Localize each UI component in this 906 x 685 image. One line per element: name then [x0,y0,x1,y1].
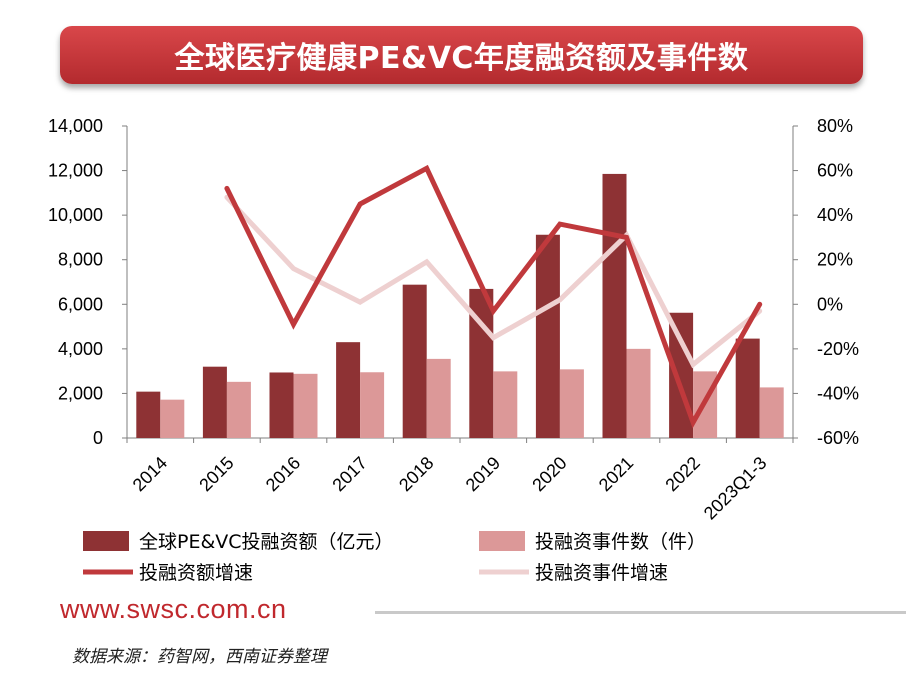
footer-divider [375,611,906,614]
bar-financing-amount [336,342,361,438]
bar-event-count [559,369,584,438]
bar-event-count [293,373,318,438]
left-axis-tick-label: 8,000 [58,250,103,270]
right-axis-tick-label: 40% [817,205,853,225]
bar-event-count [160,399,185,438]
x-axis-category-label: 2021 [595,453,637,495]
bar-event-count [493,371,518,438]
footer-url: www.swsc.com.cn [60,594,287,624]
right-axis-tick-label: -60% [817,428,859,448]
left-axis-tick-label: 10,000 [48,205,103,225]
legend-swatch [479,531,525,551]
x-axis-category-label: 2018 [395,453,437,495]
legend-label: 投融资额增速 [139,562,253,584]
bar-financing-amount [602,173,627,438]
legend-label: 投融资事件增速 [535,562,668,584]
x-axis-category-label: 2022 [661,453,703,495]
bar-financing-amount [735,338,760,438]
legend-label: 投融资事件数（件） [535,531,706,553]
bar-financing-amount [269,372,294,438]
right-axis-tick-label: 80% [817,116,853,136]
left-axis-tick-label: 6,000 [58,294,103,314]
bar-financing-amount [535,234,560,438]
line-event-growth [224,194,763,369]
left-axis-tick-label: 12,000 [48,161,103,181]
legend-label: 全球PE&VC投融资额（亿元） [139,531,394,553]
left-axis-tick-label: 4,000 [58,339,103,359]
x-axis-category-label: 2019 [462,453,504,495]
x-axis-category-label: 2023Q1-3 [700,453,771,524]
x-axis-category-label: 2014 [129,453,171,495]
left-axis-tick-label: 0 [93,428,103,448]
right-axis-tick-label: -40% [817,383,859,403]
right-axis-tick-label: 60% [817,161,853,181]
bar-financing-amount [136,391,161,438]
left-axis-tick-label: 14,000 [48,116,103,136]
source-note: 数据来源：药智网，西南证券整理 [72,647,327,667]
x-axis-category-label: 2020 [528,453,570,495]
bar-financing-amount [202,366,227,438]
left-axis-tick-label: 2,000 [58,383,103,403]
right-axis-tick-label: -20% [817,339,859,359]
x-axis-category-label: 2017 [328,453,370,495]
chart-title: 全球医疗健康PE&VC年度融资额及事件数 [174,41,749,76]
chart: 0 2,000 4,000 6,000 8,000 10,000 12,000 14,000 -… [48,116,859,584]
bar-event-count [626,348,651,438]
bar-event-count [360,372,385,438]
line-amount-growth [224,164,763,429]
legend-swatch [83,531,129,551]
right-axis-tick-label: 0% [817,294,843,314]
x-axis-category-label: 2015 [195,453,237,495]
x-axis-category-label: 2016 [262,453,304,495]
right-axis-tick-label: 20% [817,250,853,270]
bar-event-count [426,358,451,438]
bar-event-count [226,381,251,438]
bar-financing-amount [402,284,427,438]
bar-event-count [759,387,784,438]
title-banner: 全球医疗健康PE&VC年度融资额及事件数 [60,26,863,84]
